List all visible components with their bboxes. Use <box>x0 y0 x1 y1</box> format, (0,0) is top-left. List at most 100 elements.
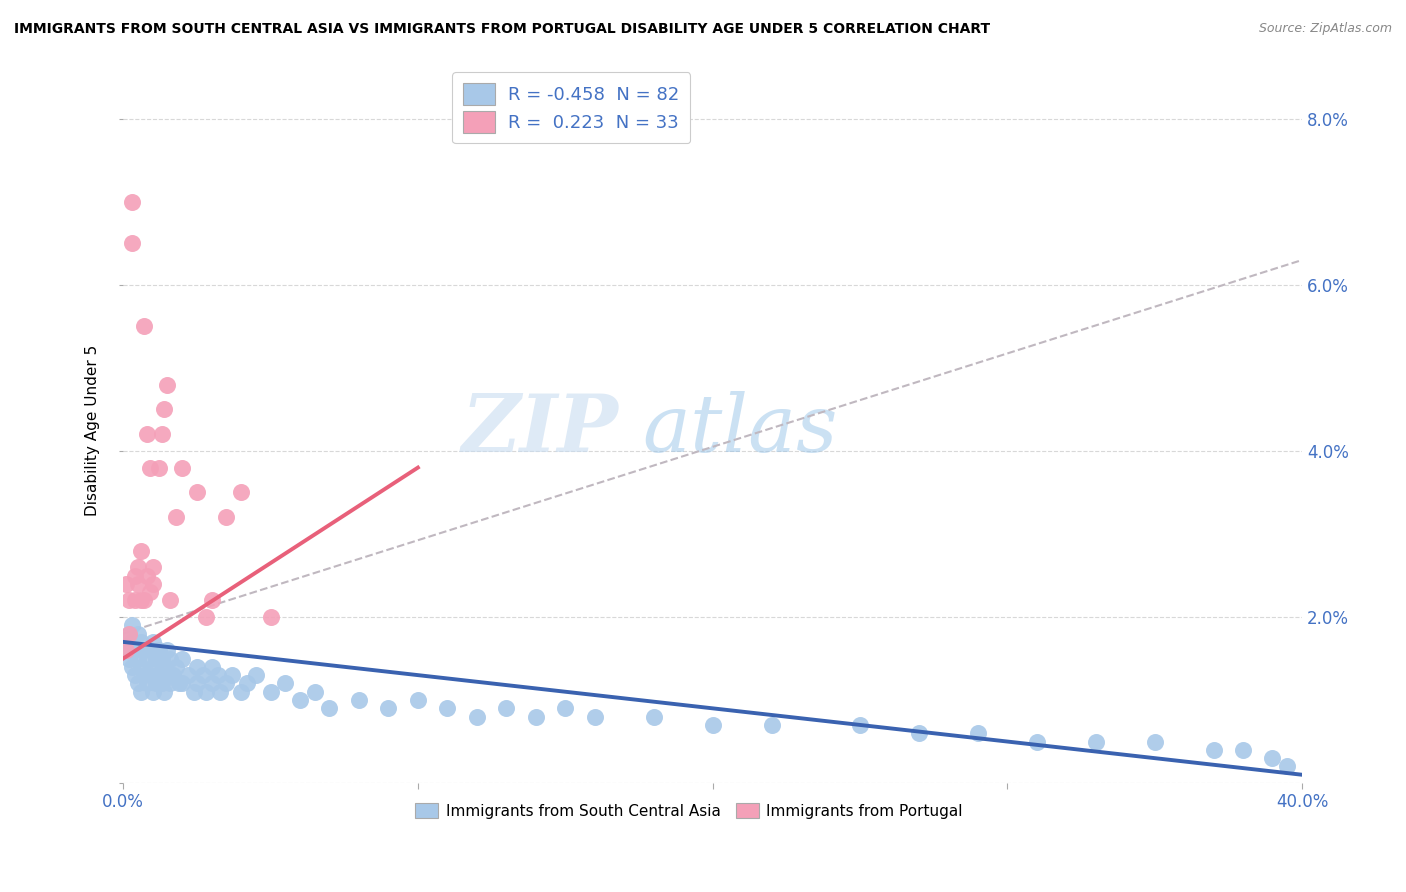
Point <box>167 676 190 690</box>
Point <box>288 693 311 707</box>
Point <box>643 709 665 723</box>
Point <box>229 684 252 698</box>
Point <box>138 585 160 599</box>
Point <box>966 726 988 740</box>
Point <box>849 718 872 732</box>
Point <box>186 676 208 690</box>
Point <box>201 593 224 607</box>
Point <box>156 643 179 657</box>
Point <box>583 709 606 723</box>
Point <box>127 560 149 574</box>
Text: ZIP: ZIP <box>461 392 619 469</box>
Point <box>406 693 429 707</box>
Point <box>172 651 194 665</box>
Point <box>148 643 170 657</box>
Point <box>124 668 146 682</box>
Point <box>172 676 194 690</box>
Point <box>207 668 229 682</box>
Point <box>908 726 931 740</box>
Point <box>150 676 173 690</box>
Point <box>121 194 143 209</box>
Point <box>124 593 146 607</box>
Point <box>221 668 243 682</box>
Point <box>142 684 165 698</box>
Point <box>495 701 517 715</box>
Point <box>153 660 176 674</box>
Point <box>156 377 179 392</box>
Point <box>142 660 165 674</box>
Point <box>148 668 170 682</box>
Point <box>259 610 281 624</box>
Point <box>138 668 160 682</box>
Point <box>465 709 488 723</box>
Point <box>1202 743 1225 757</box>
Point <box>1084 734 1107 748</box>
Point <box>194 610 217 624</box>
Point <box>138 460 160 475</box>
Point <box>118 626 141 640</box>
Point <box>118 651 141 665</box>
Point <box>186 660 208 674</box>
Point <box>172 460 194 475</box>
Y-axis label: Disability Age Under 5: Disability Age Under 5 <box>86 344 100 516</box>
Point <box>162 668 184 682</box>
Point <box>124 568 146 582</box>
Point <box>132 668 155 682</box>
Point <box>177 668 200 682</box>
Point <box>1261 751 1284 765</box>
Point <box>1025 734 1047 748</box>
Point <box>1277 759 1299 773</box>
Point <box>124 643 146 657</box>
Point <box>132 319 155 334</box>
Point <box>115 576 138 591</box>
Point <box>129 660 152 674</box>
Point <box>121 236 143 251</box>
Point <box>129 635 152 649</box>
Point <box>145 651 167 665</box>
Point <box>165 660 187 674</box>
Point <box>153 684 176 698</box>
Point <box>142 635 165 649</box>
Point <box>524 709 547 723</box>
Point <box>436 701 458 715</box>
Point <box>145 676 167 690</box>
Point <box>347 693 370 707</box>
Point <box>201 676 224 690</box>
Point <box>115 643 138 657</box>
Point <box>186 485 208 500</box>
Text: Source: ZipAtlas.com: Source: ZipAtlas.com <box>1258 22 1392 36</box>
Point <box>259 684 281 698</box>
Point <box>150 427 173 442</box>
Point <box>215 510 238 524</box>
Point <box>229 485 252 500</box>
Point <box>115 643 138 657</box>
Point <box>165 510 187 524</box>
Point <box>127 576 149 591</box>
Point <box>153 402 176 417</box>
Point <box>159 651 181 665</box>
Point <box>156 668 179 682</box>
Point <box>135 676 157 690</box>
Point <box>304 684 326 698</box>
Point <box>159 593 181 607</box>
Point <box>129 593 152 607</box>
Point <box>129 543 152 558</box>
Point <box>127 676 149 690</box>
Point <box>127 651 149 665</box>
Point <box>194 684 217 698</box>
Point <box>148 460 170 475</box>
Point <box>554 701 576 715</box>
Point <box>138 643 160 657</box>
Point <box>215 676 238 690</box>
Point <box>761 718 783 732</box>
Text: atlas: atlas <box>643 392 837 469</box>
Point <box>135 568 157 582</box>
Point <box>183 684 205 698</box>
Legend: Immigrants from South Central Asia, Immigrants from Portugal: Immigrants from South Central Asia, Immi… <box>409 797 969 825</box>
Point <box>377 701 399 715</box>
Point <box>274 676 297 690</box>
Point <box>150 651 173 665</box>
Text: IMMIGRANTS FROM SOUTH CENTRAL ASIA VS IMMIGRANTS FROM PORTUGAL DISABILITY AGE UN: IMMIGRANTS FROM SOUTH CENTRAL ASIA VS IM… <box>14 22 990 37</box>
Point <box>132 593 155 607</box>
Point <box>127 626 149 640</box>
